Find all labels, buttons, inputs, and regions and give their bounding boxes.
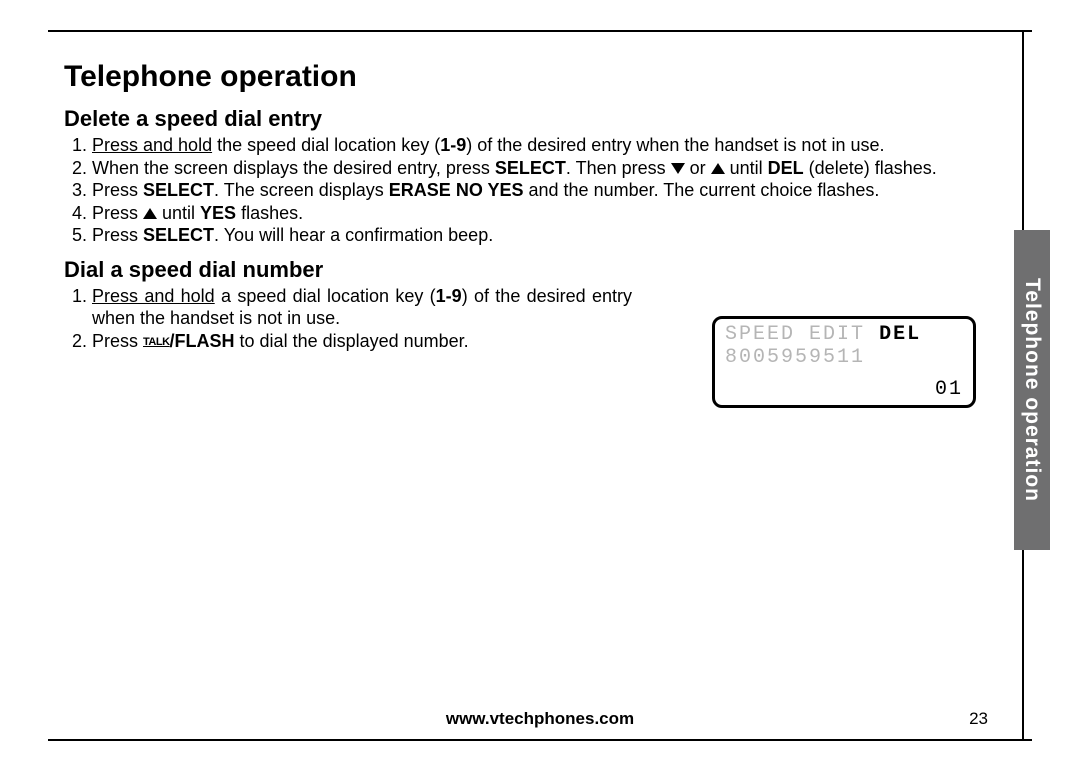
text: 1-9 <box>436 286 462 306</box>
lcd-menu-del: DEL <box>879 323 921 346</box>
text: . The screen displays <box>214 180 389 200</box>
delete-step-3: Press SELECT. The screen displays ERASE … <box>92 179 980 202</box>
text: until <box>725 158 768 178</box>
lcd-index: 01 <box>935 378 963 401</box>
dial-step-1: Press and hold a speed dial location key… <box>92 285 632 330</box>
text: flashes. <box>236 203 303 223</box>
text: . Then press <box>566 158 671 178</box>
text: YES <box>200 203 236 223</box>
text: and the number. The current choice flash… <box>524 180 880 200</box>
text: SELECT <box>143 225 214 245</box>
delete-step-4: Press until YES flashes. <box>92 202 980 225</box>
text: SELECT <box>495 158 566 178</box>
text: 1-9 <box>440 135 466 155</box>
text: until <box>157 203 200 223</box>
text: DEL <box>768 158 804 178</box>
triangle-up-icon <box>711 163 725 174</box>
text: . You will hear a confirmation beep. <box>214 225 493 245</box>
footer-url: www.vtechphones.com <box>0 709 1080 729</box>
text: Press <box>92 331 143 351</box>
text: When the screen displays the desired ent… <box>92 158 495 178</box>
triangle-up-icon <box>143 208 157 219</box>
text: (delete) flashes. <box>804 158 937 178</box>
text: /FLASH <box>170 331 235 351</box>
text: or <box>685 158 711 178</box>
text: ) of the desired entry when the handset … <box>466 135 884 155</box>
dial-steps-list: Press and hold a speed dial location key… <box>64 285 632 353</box>
text: Press <box>92 225 143 245</box>
text: Press and hold <box>92 135 212 155</box>
lcd-menu-speed: SPEED <box>725 323 795 346</box>
side-tab: Telephone operation <box>1014 230 1050 550</box>
text: SELECT <box>143 180 214 200</box>
lcd-menu-row: SPEED EDIT DEL <box>725 323 963 346</box>
delete-step-2: When the screen displays the desired ent… <box>92 157 980 180</box>
page-title: Telephone operation <box>64 60 980 94</box>
talk-icon: TALK <box>143 336 170 350</box>
text: Press and hold <box>92 286 215 306</box>
lcd-number: 8005959511 <box>725 346 963 369</box>
triangle-down-icon <box>671 163 685 174</box>
text: ERASE NO YES <box>389 180 524 200</box>
page-number: 23 <box>969 709 988 729</box>
text: Press <box>92 203 143 223</box>
text: Press <box>92 180 143 200</box>
section-delete-title: Delete a speed dial entry <box>64 106 980 132</box>
content-area: Telephone operation Delete a speed dial … <box>64 60 980 358</box>
delete-steps-list: Press and hold the speed dial location k… <box>64 134 980 247</box>
dial-step-2: Press TALK/FLASH to dial the displayed n… <box>92 330 632 353</box>
delete-step-5: Press SELECT. You will hear a confirmati… <box>92 224 980 247</box>
text: the speed dial location key ( <box>212 135 440 155</box>
section-dial-title: Dial a speed dial number <box>64 257 980 283</box>
lcd-menu-edit: EDIT <box>809 323 865 346</box>
lcd-display: SPEED EDIT DEL 8005959511 01 <box>712 316 976 408</box>
delete-step-1: Press and hold the speed dial location k… <box>92 134 980 157</box>
text: a speed dial location key ( <box>215 286 436 306</box>
text: to dial the displayed number. <box>235 331 469 351</box>
